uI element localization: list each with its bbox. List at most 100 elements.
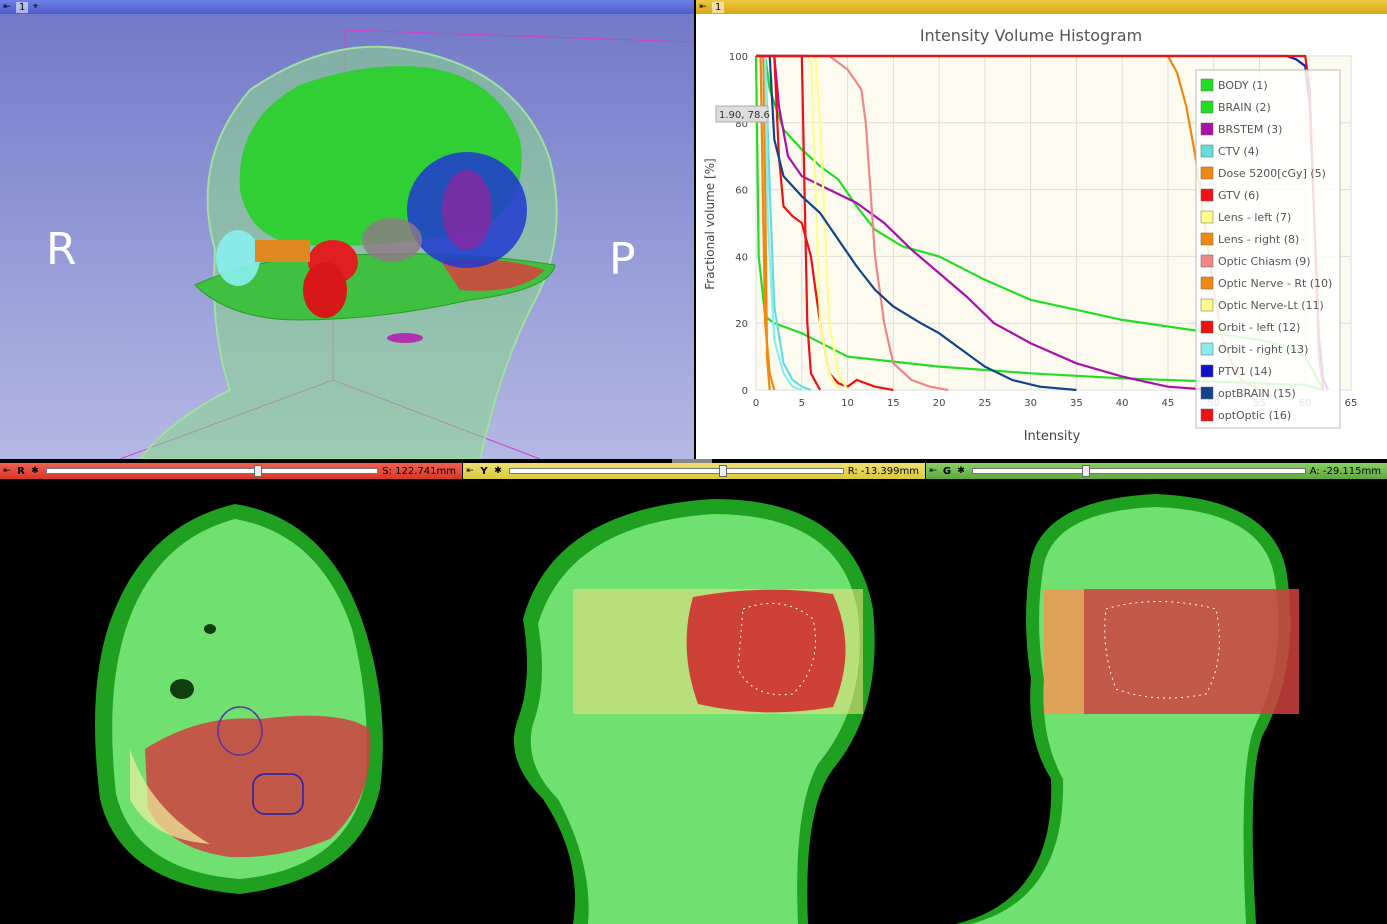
legend-swatch <box>1200 144 1214 158</box>
cursor-readout: 1.90, 78.6 <box>719 110 770 121</box>
legend-swatch <box>1200 342 1214 356</box>
orientation-label-right: P <box>609 234 636 285</box>
3d-view[interactable]: R P <box>0 0 694 459</box>
legend-box <box>1195 69 1341 429</box>
slice-offset-slider[interactable] <box>972 465 1306 477</box>
legend-entry: optOptic (16) <box>1218 409 1291 422</box>
coronal-image <box>956 494 1299 924</box>
legend-swatch <box>1200 386 1214 400</box>
pin-icon[interactable]: ⇤ <box>3 2 11 12</box>
x-tick-label: 15 <box>887 398 900 409</box>
pin-icon[interactable]: ⇤ <box>466 466 474 476</box>
legend-entry: Optic Chiasm (9) <box>1218 255 1311 268</box>
x-tick-label: 30 <box>1024 398 1037 409</box>
view-layout-number: 1 <box>16 1 29 13</box>
sagittal-image <box>513 499 875 924</box>
pin-icon[interactable]: ⇤ <box>699 2 707 12</box>
legend-entry: Optic Nerve-Lt (11) <box>1218 299 1324 312</box>
legend-swatch <box>1200 320 1214 334</box>
view-splitter-handle[interactable] <box>672 459 712 463</box>
legend-swatch <box>1200 232 1214 246</box>
yellow-slice-view[interactable] <box>463 479 925 924</box>
y-tick-label: 20 <box>735 319 748 330</box>
x-tick-label: 25 <box>978 398 991 409</box>
slice-label: G <box>942 465 952 477</box>
center-view-icon[interactable]: ⌖ <box>32 2 38 12</box>
x-tick-label: 0 <box>753 398 759 409</box>
pin-icon[interactable]: ⇤ <box>929 466 937 476</box>
tick-labels: 05101520253035404550556065020406080100 <box>729 52 1357 409</box>
x-tick-label: 65 <box>1345 398 1358 409</box>
y-axis-label: Fractional volume [%] <box>703 158 717 289</box>
legend-entry: CTV (4) <box>1218 145 1259 158</box>
legend-entry: GTV (6) <box>1218 189 1259 202</box>
ivh-chart[interactable]: Intensity Volume Histogram 0 5 10 15 20 25 30 3… <box>696 14 1387 459</box>
slice-label: Y <box>480 465 488 477</box>
3d-render <box>119 29 694 459</box>
legend-entry: BRSTEM (3) <box>1218 123 1282 136</box>
legend: BODY (1) BRAIN (2) BRSTEM (3) CTV (4) Dose 5… <box>1195 69 1341 429</box>
series-line-15 <box>756 54 1077 392</box>
slice-offset-value: R: -13.399mm <box>847 465 919 477</box>
y-tick-label: 40 <box>735 252 748 263</box>
legend-swatch <box>1200 276 1214 290</box>
slice-offset-value: A: -29.115mm <box>1309 465 1381 477</box>
legend-swatch <box>1200 364 1214 378</box>
x-tick-label: 45 <box>1162 398 1175 409</box>
pin-icon[interactable]: ⇤ <box>3 466 11 476</box>
legend-entry: BODY (1) <box>1218 79 1268 92</box>
axial-image <box>95 504 383 894</box>
legend-entry: optBRAIN (15) <box>1218 387 1296 400</box>
legend-swatch <box>1200 254 1214 268</box>
chart-panel[interactable]: Intensity Volume Histogram 0 5 10 15 20 25 30 3… <box>696 14 1387 459</box>
x-tick-label: 10 <box>841 398 854 409</box>
x-tick-label: 5 <box>799 398 805 409</box>
link-icon[interactable]: ✱ <box>494 466 502 476</box>
legend-entry: PTV1 (14) <box>1218 365 1272 378</box>
x-tick-label: 20 <box>933 398 946 409</box>
yellow-slice-controller: ⇤ Y ✱ R: -13.399mm <box>463 463 925 479</box>
x-tick-label: 35 <box>1070 398 1083 409</box>
legend-swatch <box>1200 78 1214 92</box>
red-slice-view[interactable] <box>0 479 462 924</box>
legend-swatch <box>1200 122 1214 136</box>
legend-swatch <box>1200 210 1214 224</box>
link-icon[interactable]: ✱ <box>957 466 965 476</box>
orientation-label-left: R <box>46 224 77 275</box>
slider-knob[interactable] <box>254 465 263 477</box>
y-tick-label: 100 <box>729 52 748 63</box>
green-slice-controller: ⇤ G ✱ A: -29.115mm <box>926 463 1387 479</box>
legend-swatch <box>1200 408 1214 422</box>
series-line-9 <box>756 54 949 392</box>
slice-offset-slider[interactable] <box>46 465 379 477</box>
slice-offset-slider[interactable] <box>509 465 844 477</box>
legend-entry: Optic Nerve - Rt (10) <box>1218 277 1332 290</box>
legend-entry: Lens - right (8) <box>1218 233 1299 246</box>
legend-entry: Dose 5200[cGy] (5) <box>1218 167 1326 180</box>
red-slice-controller: ⇤ R ✱ S: 122.741mm <box>0 463 462 479</box>
legend-entry: BRAIN (2) <box>1218 101 1271 114</box>
y-tick-label: 0 <box>742 386 748 397</box>
slider-knob[interactable] <box>1081 465 1090 477</box>
legend-swatch <box>1200 100 1214 114</box>
slice-offset-value: S: 122.741mm <box>382 465 456 477</box>
3d-view-controller-bar: ⇤ 1 ⌖ <box>0 0 694 14</box>
series-line-3 <box>756 54 1214 392</box>
chart-title: Intensity Volume Histogram <box>920 26 1142 45</box>
legend-entry: Orbit - left (12) <box>1218 321 1300 334</box>
y-tick-label: 80 <box>735 119 748 130</box>
x-tick-label: 40 <box>1116 398 1129 409</box>
view-layout-number: 1 <box>712 1 725 13</box>
green-slice-view[interactable] <box>926 479 1387 924</box>
legend-entry: Orbit - right (13) <box>1218 343 1308 356</box>
legend-swatch <box>1200 298 1214 312</box>
y-tick-label: 60 <box>735 186 748 197</box>
chart-view-controller-bar: ⇤ 1 <box>696 0 1387 14</box>
legend-swatch <box>1200 166 1214 180</box>
legend-swatch <box>1200 188 1214 202</box>
link-icon[interactable]: ✱ <box>31 466 39 476</box>
slider-knob[interactable] <box>718 465 727 477</box>
cursor-readout-box <box>715 105 769 123</box>
slice-label: R <box>17 465 25 477</box>
x-axis-label: Intensity <box>1024 429 1081 444</box>
